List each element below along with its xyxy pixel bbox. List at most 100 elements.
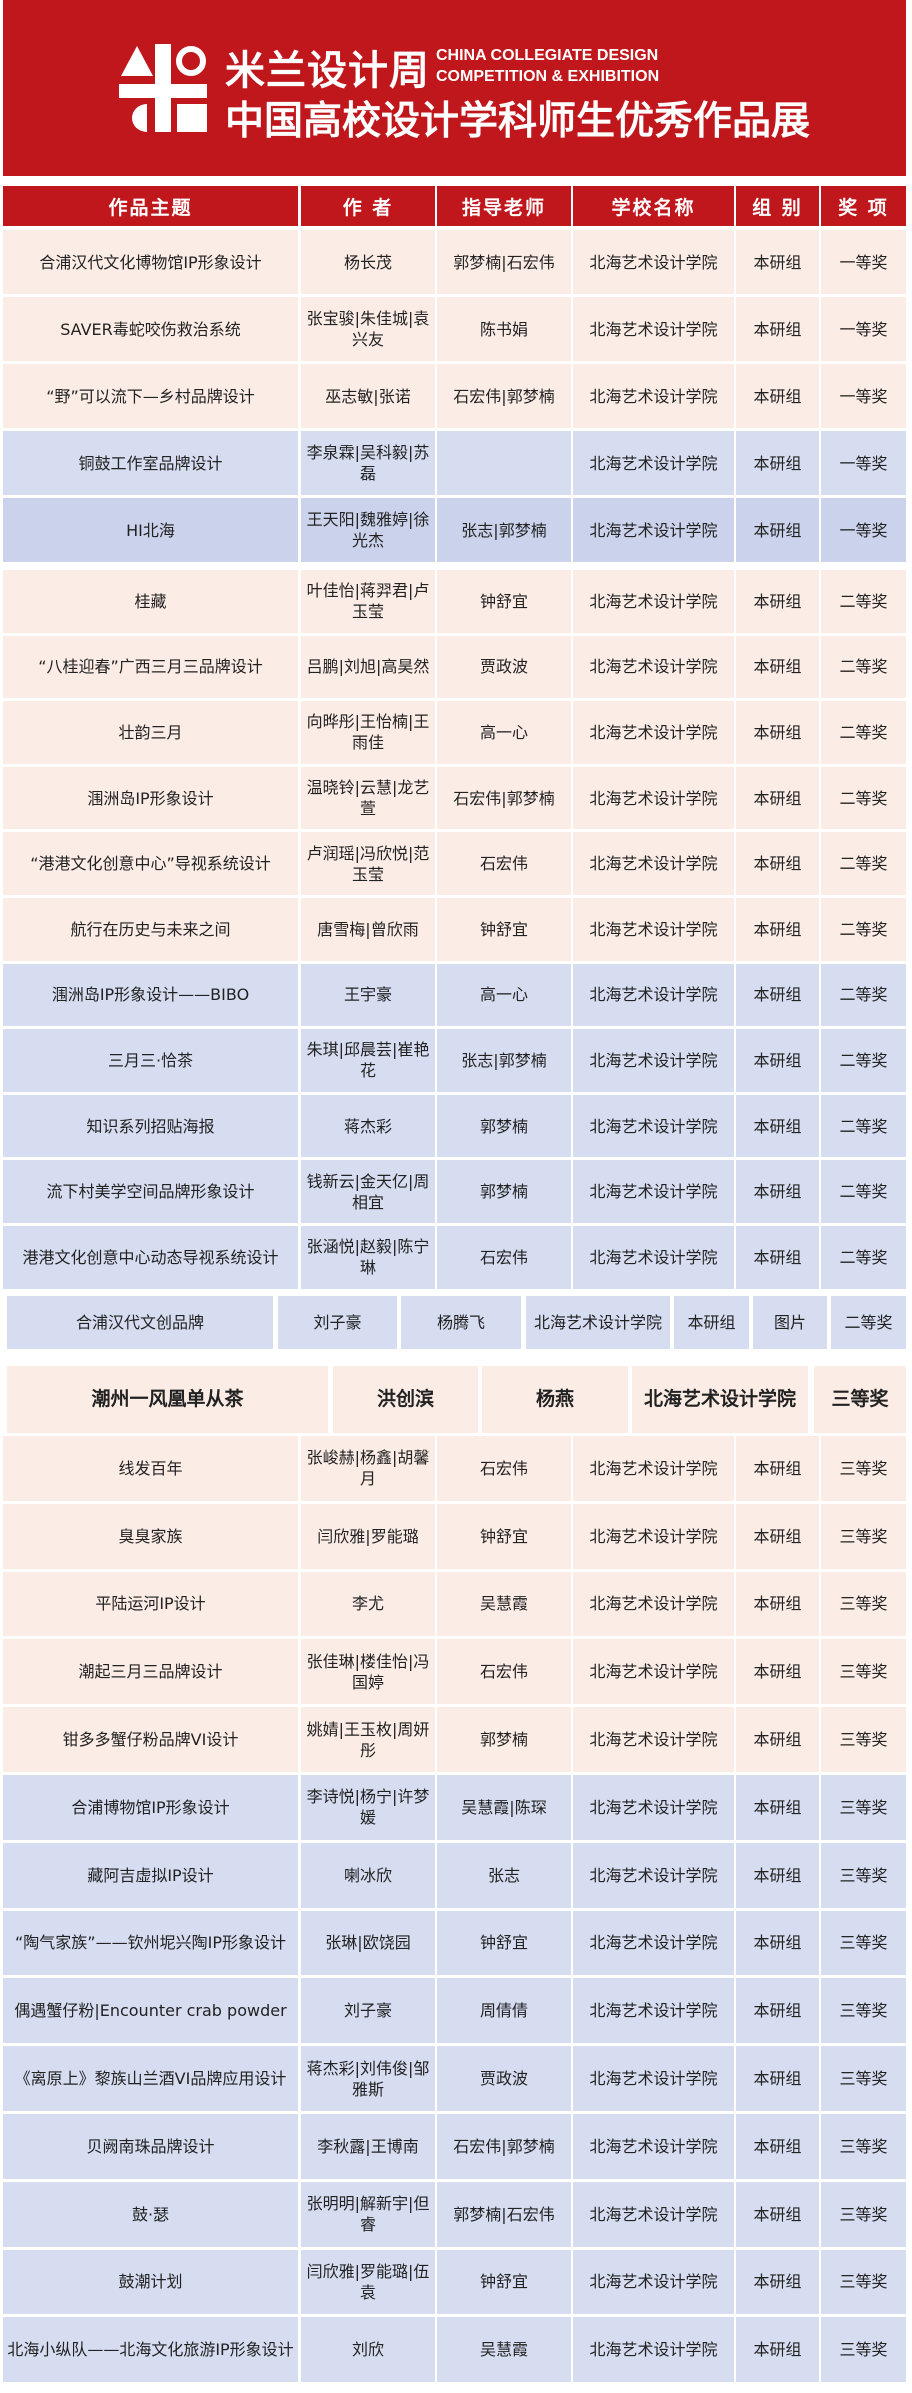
table-row: 涠洲岛IP形象设计 温晓铃|云慧|龙艺萱 石宏伟|郭梦楠 北海艺术设计学院 本研组 二等奖 [0, 766, 912, 830]
table-cell: 钟舒宜 [437, 2249, 571, 2315]
table-cell: 北海艺术设计学院 [573, 1978, 734, 2044]
table-cell: 高一心 [437, 701, 571, 764]
table-row: 平陆运河IP设计 李尤 吴慧霞 北海艺术设计学院 本研组 三等奖 [0, 1571, 912, 1637]
table-cell: 石宏伟 [437, 1639, 571, 1705]
table-cell: 石宏伟|郭梦楠 [437, 364, 571, 428]
table-cell: 涠洲岛IP形象设计 [3, 766, 298, 830]
table-cell: 贾政波 [437, 2046, 571, 2111]
table-cell: 李诗悦|杨宁|许梦媛 [301, 1775, 435, 1840]
table-row: “港港文化创意中心”导视系统设计 卢润瑶|冯欣悦|范玉莹 石宏伟 北海艺术设计学院 本研… [0, 832, 912, 895]
banner: 米兰设计周 CHINA COLLEGIATE DESIGN COMPETITIO… [3, 0, 906, 176]
table-row: 潮州一风凰单从茶 洪创滨 杨燕 北海艺术设计学院 三等奖 [0, 1366, 912, 1433]
table-cell: 三等奖 [821, 1842, 906, 1908]
table-cell: 钟舒宜 [437, 570, 571, 633]
table-cell: 石宏伟 [437, 832, 571, 895]
table-cell: 李秋露|王博南 [301, 2114, 435, 2179]
table-cell: 吴慧霞|陈琛 [437, 1775, 571, 1840]
table-cell: “八桂迎春”广西三月三品牌设计 [3, 635, 298, 699]
table-row: 鼓·瑟 张明明|解新宇|但睿 郭梦楠|石宏伟 北海艺术设计学院 本研组 三等奖 [0, 2181, 912, 2247]
table-cell: 北海艺术设计学院 [573, 1029, 734, 1092]
table-cell: 向晔彤|王怡楠|王雨佳 [301, 701, 435, 764]
table-cell: 叶佳怡|蒋羿君|卢玉莹 [301, 570, 435, 633]
table-cell: 北海艺术设计学院 [573, 364, 734, 428]
table-cell: 唐雪梅|曾欣雨 [301, 898, 435, 961]
table-cell: 卢润瑶|冯欣悦|范玉莹 [301, 832, 435, 895]
table-cell: 三等奖 [821, 1436, 906, 1501]
table-row: 合浦汉代文创品牌 刘子豪 杨腾飞 北海艺术设计学院 本研组 图片 二等奖 [0, 1295, 912, 1349]
table-cell: 二等奖 [821, 570, 906, 633]
table-cell: 本研组 [736, 498, 819, 562]
table-cell: 三等奖 [821, 2317, 906, 2383]
table-cell: “港港文化创意中心”导视系统设计 [3, 832, 298, 895]
banner-subtitle: 中国高校设计学科师生优秀作品展 [225, 99, 811, 144]
table-cell: 石宏伟 [437, 1436, 571, 1501]
table-cell: 本研组 [736, 1226, 819, 1289]
table-cell: 知识系列招贴海报 [3, 1094, 298, 1158]
table-cell: 北海艺术设计学院 [573, 570, 734, 633]
table-cell: 一等奖 [821, 431, 906, 495]
table-cell: HI北海 [3, 498, 298, 562]
table-row: 桂藏 叶佳怡|蒋羿君|卢玉莹 钟舒宜 北海艺术设计学院 本研组 二等奖 [0, 570, 912, 633]
table-cell: 北海艺术设计学院 [573, 2046, 734, 2111]
table-cell: 三等奖 [821, 1707, 906, 1772]
table-cell: 一等奖 [821, 230, 906, 294]
table-cell: 壮韵三月 [3, 701, 298, 764]
table-cell: 三等奖 [821, 1978, 906, 2044]
table-row: 鼓潮计划 闫欣雅|罗能璐|伍袁 钟舒宜 北海艺术设计学院 本研组 三等奖 [0, 2249, 912, 2315]
table-cell: 张志|郭梦楠 [437, 498, 571, 562]
table-cell: 北海艺术设计学院 [573, 898, 734, 961]
banner-title-en-line1: CHINA COLLEGIATE DESIGN [436, 47, 659, 64]
table-row: 藏阿吉虚拟IP设计 喇冰欣 张志 北海艺术设计学院 本研组 三等奖 [0, 1842, 912, 1908]
table-cell: 杨腾飞 [401, 1295, 521, 1349]
table-cell: 本研组 [736, 2249, 819, 2315]
table-cell: 本研组 [674, 1295, 749, 1349]
table-cell: 三等奖 [814, 1366, 906, 1433]
table-cell: 港港文化创意中心动态导视系统设计 [3, 1226, 298, 1289]
table-cell: 桂藏 [3, 570, 298, 633]
table-cell: 吴慧霞 [437, 2317, 571, 2383]
table-cell: 李泉霖|吴科毅|苏磊 [301, 431, 435, 495]
table-cell: 陈书娟 [437, 297, 571, 361]
table-cell: 北海艺术设计学院 [573, 1571, 734, 1637]
table-cell: 闫欣雅|罗能璐 [301, 1503, 435, 1569]
table-cell: 鼓潮计划 [3, 2249, 298, 2315]
table-cell: 杨长茂 [301, 230, 435, 294]
table-cell: 北海小纵队——北海文化旅游IP形象设计 [3, 2317, 298, 2383]
table-row: 航行在历史与未来之间 唐雪梅|曾欣雨 钟舒宜 北海艺术设计学院 本研组 二等奖 [0, 898, 912, 961]
table-row: HI北海 王天阳|魏雅婷|徐光杰 张志|郭梦楠 北海艺术设计学院 本研组 一等奖 [0, 498, 912, 562]
table-row: 合浦汉代文化博物馆IP形象设计 杨长茂 郭梦楠|石宏伟 北海艺术设计学院 本研组 一等奖 [0, 230, 912, 294]
table-row: 臭臭家族 闫欣雅|罗能璐 钟舒宜 北海艺术设计学院 本研组 三等奖 [0, 1503, 912, 1569]
table-row: 港港文化创意中心动态导视系统设计 张涵悦|赵毅|陈宁琳 石宏伟 北海艺术设计学院 本研组… [0, 1226, 912, 1289]
table-cell: 二等奖 [821, 1094, 906, 1158]
table-cell: 张佳琳|楼佳怡|冯国婷 [301, 1639, 435, 1705]
table-cell: 本研组 [736, 230, 819, 294]
table-cell: 石宏伟|郭梦楠 [437, 766, 571, 830]
table-cell: 合浦博物馆IP形象设计 [3, 1775, 298, 1840]
table-cell: 钟舒宜 [437, 1503, 571, 1569]
table-cell: 张宝骏|朱佳城|袁兴友 [301, 297, 435, 361]
table-cell: 刘子豪 [278, 1295, 397, 1349]
table-cell: 本研组 [736, 2317, 819, 2383]
table-cell: 石宏伟 [437, 1226, 571, 1289]
table-cell: 涠洲岛IP形象设计——BIBO [3, 963, 298, 1027]
table-cell: 二等奖 [821, 1029, 906, 1092]
column-header: 组 别 [736, 186, 819, 226]
table-row: 合浦博物馆IP形象设计 李诗悦|杨宁|许梦媛 吴慧霞|陈琛 北海艺术设计学院 本研组 三等… [0, 1775, 912, 1840]
table-cell: 二等奖 [821, 832, 906, 895]
table-cell: 本研组 [736, 364, 819, 428]
table-cell: 张志|郭梦楠 [437, 1029, 571, 1092]
column-header: 学校名称 [573, 186, 734, 226]
banner-title-cn: 米兰设计周 [225, 48, 430, 94]
table-cell: 钳多多蟹仔粉品牌VI设计 [3, 1707, 298, 1772]
table-cell: 二等奖 [821, 1160, 906, 1223]
table-cell: 北海艺术设计学院 [573, 635, 734, 699]
table-cell: 二等奖 [821, 963, 906, 1027]
table-cell: 合浦汉代文化博物馆IP形象设计 [3, 230, 298, 294]
table-cell: 合浦汉代文创品牌 [7, 1295, 273, 1349]
table-cell: 石宏伟|郭梦楠 [437, 2114, 571, 2179]
table-cell: 本研组 [736, 963, 819, 1027]
table-cell: 刘子豪 [301, 1978, 435, 2044]
table-cell: 三等奖 [821, 2114, 906, 2179]
table-cell: 王宇豪 [301, 963, 435, 1027]
table-cell: 三等奖 [821, 1639, 906, 1705]
